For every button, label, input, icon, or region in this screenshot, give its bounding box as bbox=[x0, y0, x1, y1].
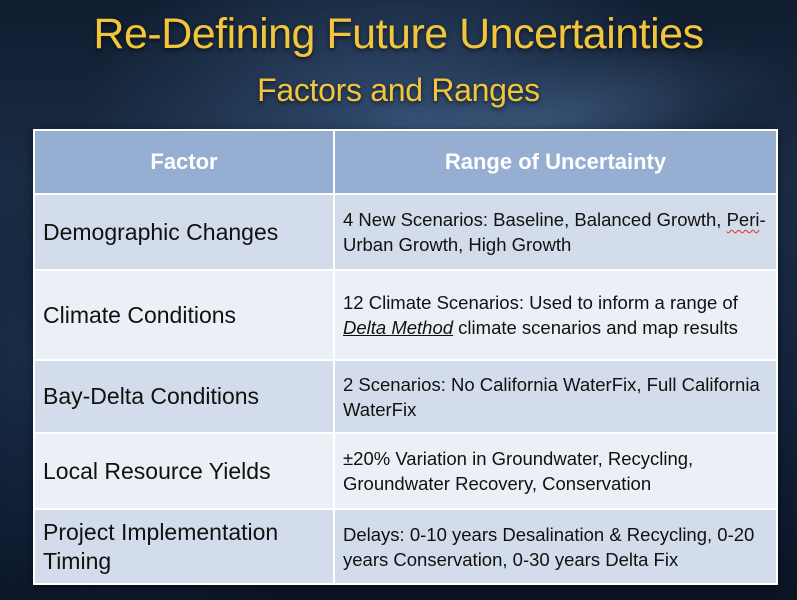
factor-cell: Local Resource Yields bbox=[33, 432, 335, 510]
table-row: Demographic Changes 4 New Scenarios: Bas… bbox=[33, 193, 778, 271]
table-row: Local Resource Yields ±20% Variation in … bbox=[33, 432, 778, 510]
range-text: 12 Climate Scenarios: Used to inform a r… bbox=[343, 292, 738, 313]
table-row: Project Implementation Timing Delays: 0-… bbox=[33, 508, 778, 585]
range-cell: ±20% Variation in Groundwater, Recycling… bbox=[333, 432, 778, 510]
range-cell: Delays: 0-10 years Desalination & Recycl… bbox=[333, 508, 778, 585]
range-cell: 4 New Scenarios: Baseline, Balanced Grow… bbox=[333, 193, 778, 271]
table-row: Bay-Delta Conditions 2 Scenarios: No Cal… bbox=[33, 359, 778, 434]
delta-method-emphasis: Delta Method bbox=[343, 317, 454, 338]
factor-cell: Demographic Changes bbox=[33, 193, 335, 271]
range-column-header: Range of Uncertainty bbox=[333, 129, 778, 195]
table-header-row: Factor Range of Uncertainty bbox=[33, 129, 778, 195]
range-cell: 12 Climate Scenarios: Used to inform a r… bbox=[333, 269, 778, 361]
range-text: 4 New Scenarios: Baseline, Balanced Grow… bbox=[343, 209, 727, 230]
range-text: -Urban Growth, High Growth bbox=[343, 209, 766, 255]
spellcheck-flagged-word: Peri bbox=[726, 209, 760, 230]
slide-title: Re-Defining Future Uncertainties bbox=[93, 10, 704, 58]
factor-column-header: Factor bbox=[33, 129, 335, 195]
slide-subtitle: Factors and Ranges bbox=[257, 72, 540, 108]
table-row: Climate Conditions 12 Climate Scenarios:… bbox=[33, 269, 778, 361]
factor-cell: Project Implementation Timing bbox=[33, 508, 335, 585]
range-cell: 2 Scenarios: No California WaterFix, Ful… bbox=[333, 359, 778, 434]
range-text: climate scenarios and map results bbox=[453, 317, 738, 338]
factor-cell: Bay-Delta Conditions bbox=[33, 359, 335, 434]
uncertainty-table: Factor Range of Uncertainty Demographic … bbox=[33, 129, 778, 585]
factor-cell: Climate Conditions bbox=[33, 269, 335, 361]
